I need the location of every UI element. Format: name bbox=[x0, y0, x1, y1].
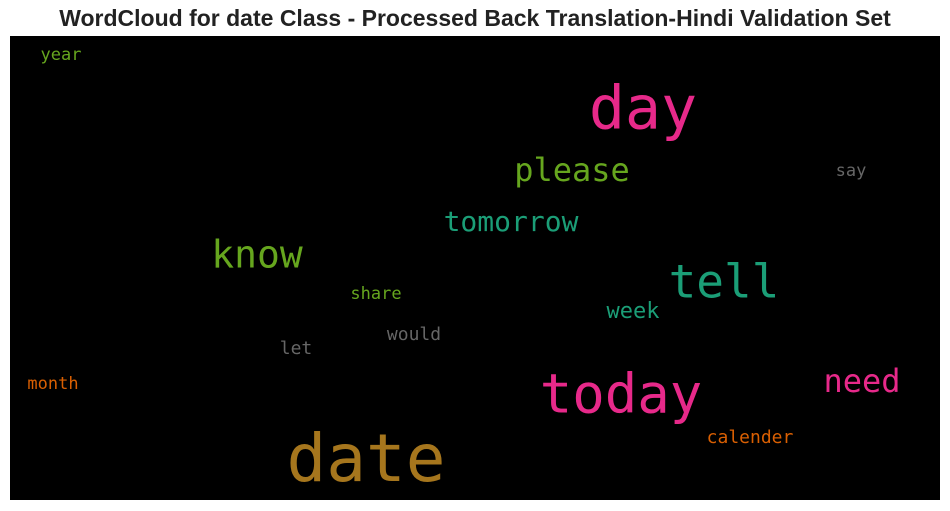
cloud-word: calender bbox=[707, 427, 794, 448]
cloud-word: day bbox=[589, 74, 697, 144]
cloud-word: know bbox=[211, 233, 303, 277]
cloud-word: tomorrow bbox=[444, 205, 579, 238]
cloud-word: need bbox=[823, 362, 900, 400]
cloud-word: month bbox=[27, 374, 78, 394]
cloud-word: share bbox=[350, 284, 401, 304]
cloud-background bbox=[10, 36, 940, 500]
chart-title: WordCloud for date Class - Processed Bac… bbox=[59, 5, 891, 31]
cloud-word: say bbox=[836, 161, 867, 181]
cloud-word: let bbox=[280, 338, 313, 359]
cloud-word: please bbox=[514, 151, 630, 189]
cloud-word: would bbox=[387, 324, 441, 345]
cloud-word: tell bbox=[669, 255, 780, 309]
cloud-word: date bbox=[287, 420, 446, 497]
cloud-word: today bbox=[540, 363, 703, 426]
cloud-word: year bbox=[41, 45, 82, 65]
cloud-word: week bbox=[607, 299, 660, 324]
